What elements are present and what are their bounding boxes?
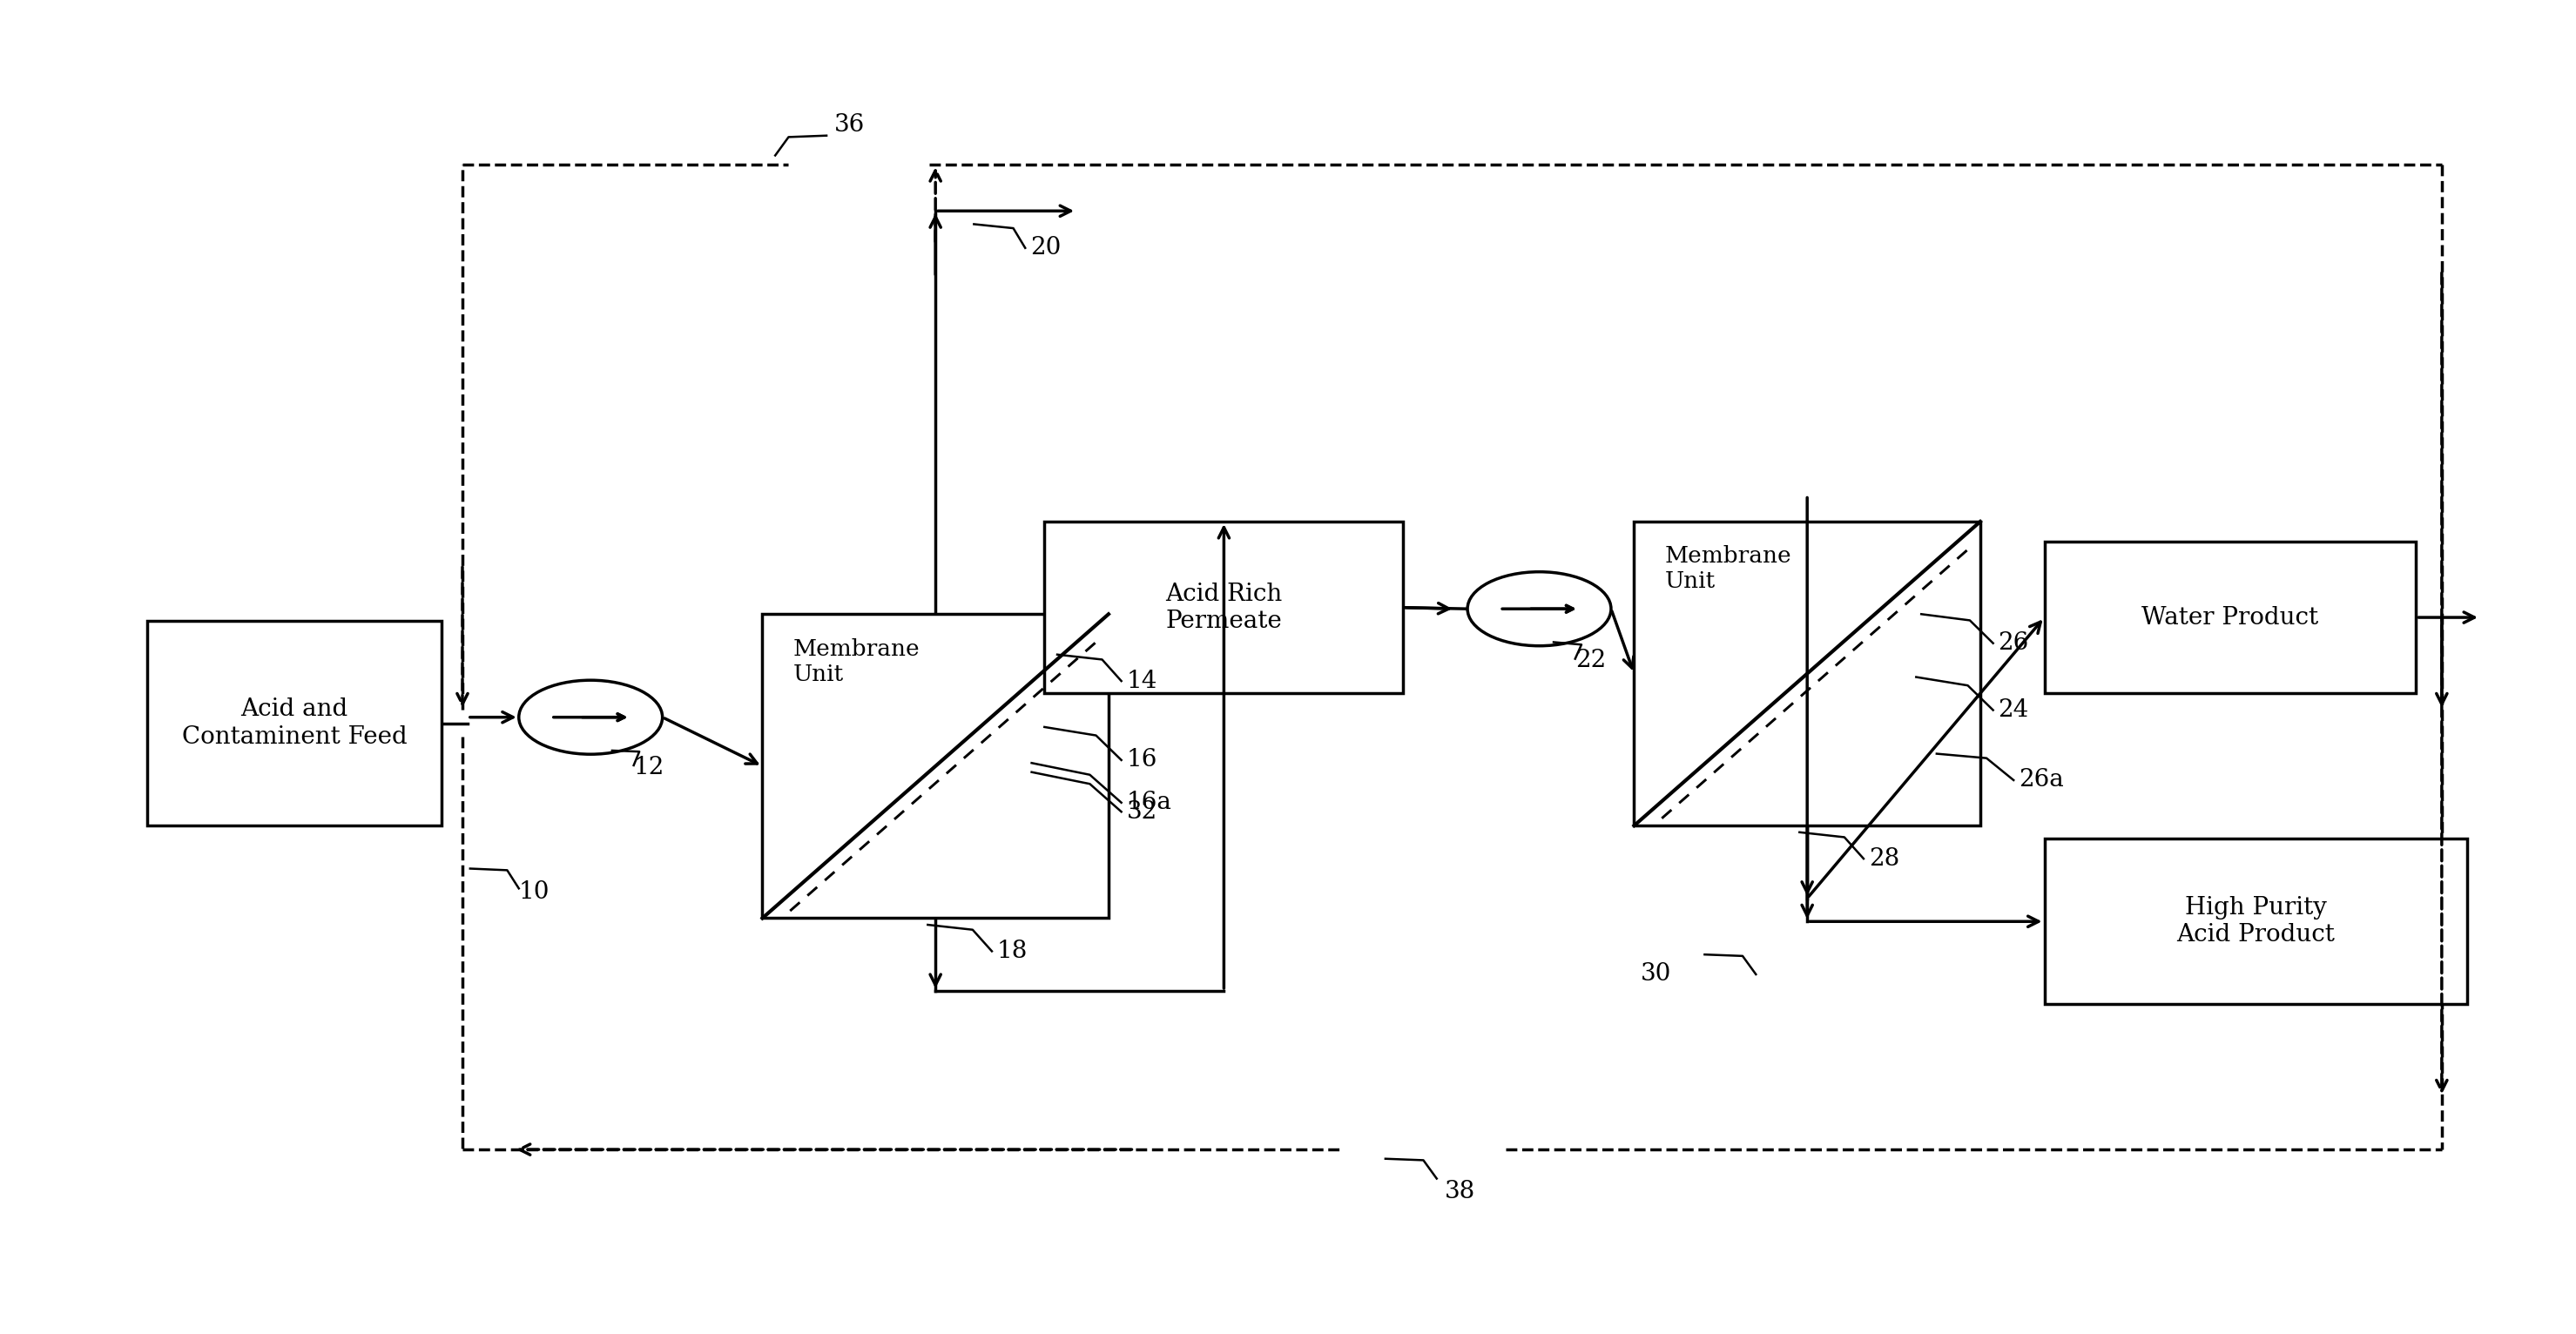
Text: 12: 12 [634, 755, 665, 779]
Circle shape [1468, 572, 1610, 646]
Text: 18: 18 [997, 939, 1028, 963]
Text: 22: 22 [1574, 648, 1605, 672]
Text: 10: 10 [518, 880, 549, 904]
Bar [762, 614, 1108, 918]
Text: 20: 20 [1030, 236, 1061, 260]
Text: High Purity
Acid Product: High Purity Acid Product [2177, 896, 2334, 947]
Text: 14: 14 [1126, 670, 1157, 692]
Text: 28: 28 [1868, 847, 1899, 870]
Text: 32: 32 [1126, 800, 1157, 823]
Text: 30: 30 [1641, 963, 1672, 986]
Circle shape [518, 680, 662, 754]
Bar [1043, 522, 1404, 694]
Text: Membrane
Unit: Membrane Unit [793, 638, 920, 684]
Bar [147, 620, 443, 826]
Text: 24: 24 [1999, 698, 2030, 722]
Text: Membrane
Unit: Membrane Unit [1664, 546, 1793, 592]
Text: Acid Rich
Permeate: Acid Rich Permeate [1164, 582, 1283, 632]
Text: 26a: 26a [2020, 768, 2063, 792]
Text: 38: 38 [1445, 1181, 1476, 1203]
Bar [1633, 522, 1981, 826]
Bar [2045, 542, 2416, 694]
Text: 16: 16 [1126, 748, 1157, 772]
Bar [2045, 839, 2468, 1005]
Text: Water Product: Water Product [2141, 606, 2318, 630]
Text: 26: 26 [1999, 631, 2030, 655]
Text: 36: 36 [835, 113, 866, 137]
Text: 16a: 16a [1126, 791, 1172, 814]
Text: Acid and
Contaminent Feed: Acid and Contaminent Feed [183, 698, 407, 748]
